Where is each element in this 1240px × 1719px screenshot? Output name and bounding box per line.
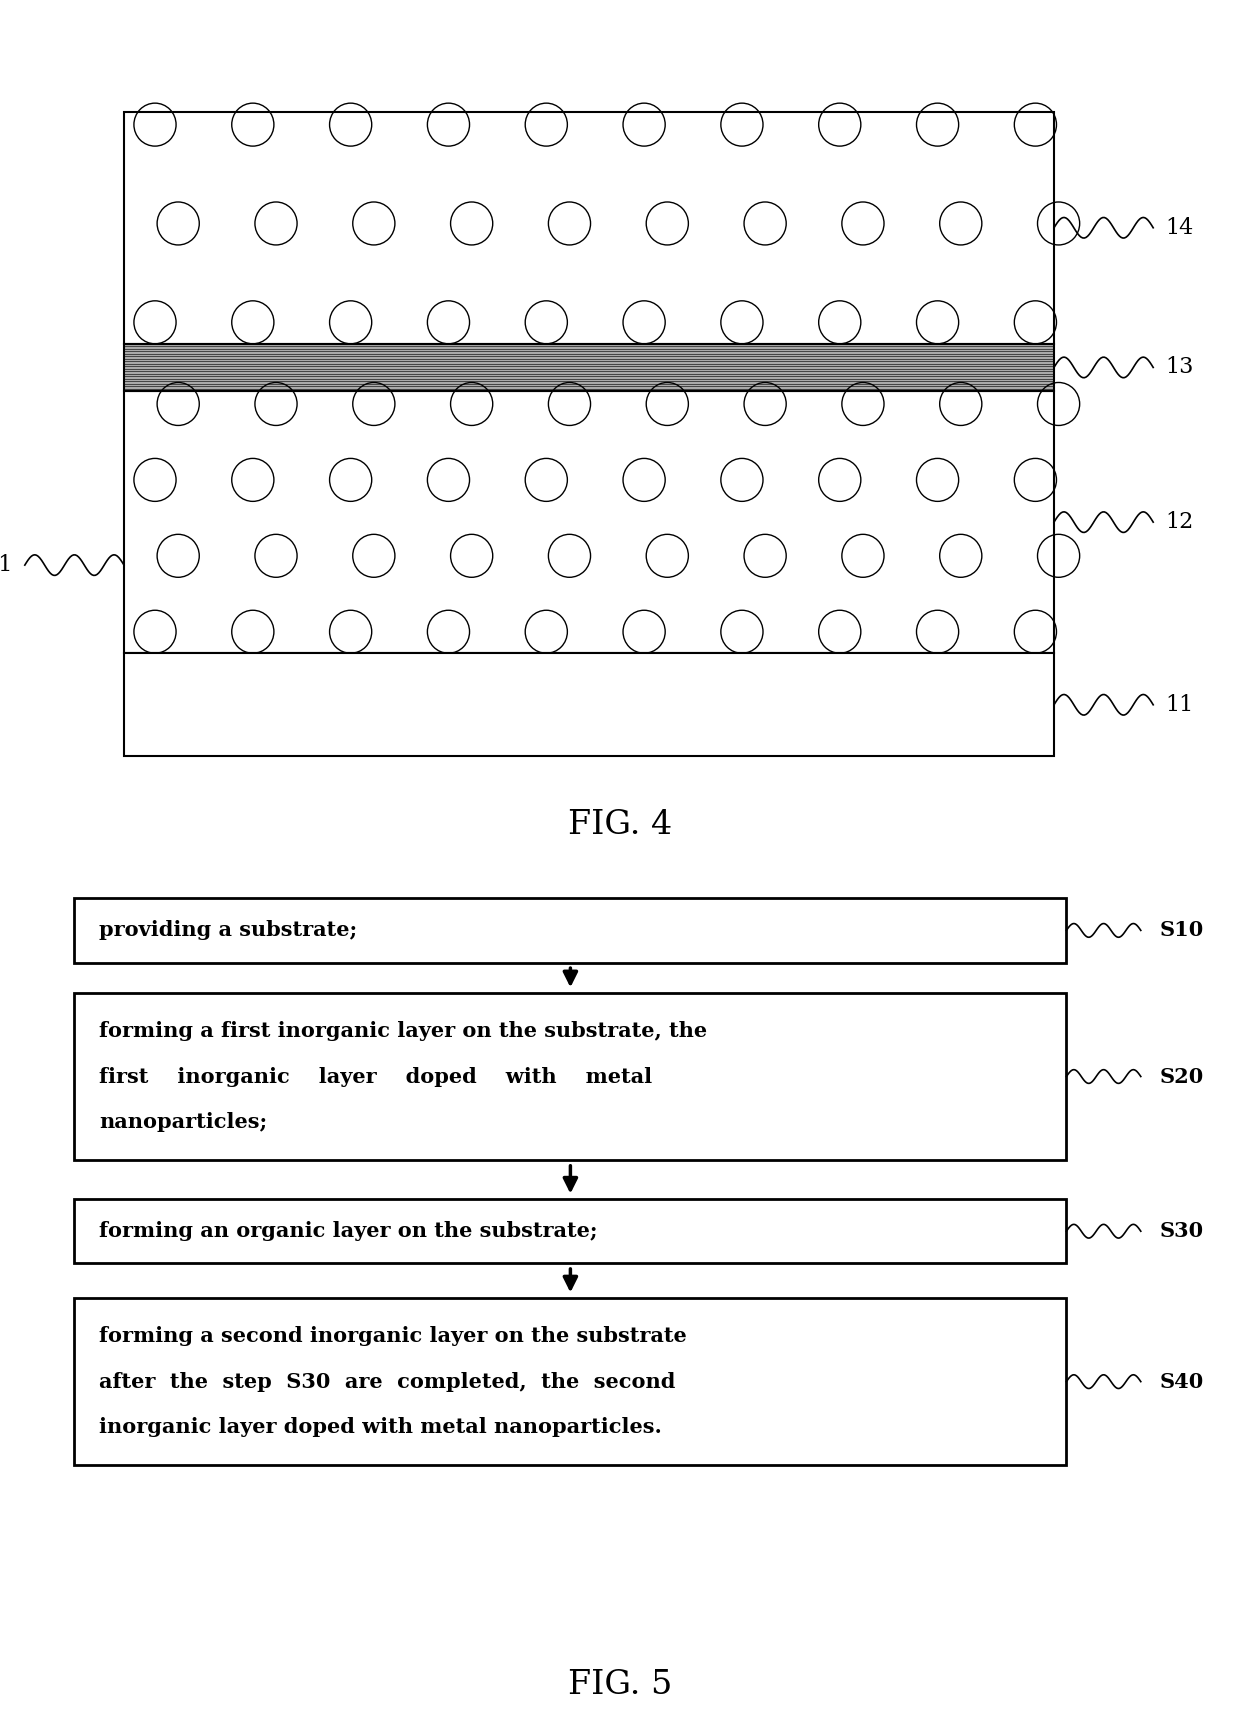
Text: S10: S10	[1159, 920, 1204, 940]
Bar	[74, 1298, 1066, 1465]
Text: 121: 121	[0, 554, 12, 576]
Text: 14: 14	[1166, 217, 1194, 239]
Bar	[74, 994, 1066, 1160]
Text: FIG. 4: FIG. 4	[568, 810, 672, 841]
Text: FIG. 5: FIG. 5	[568, 1669, 672, 1700]
Text: 11: 11	[1166, 694, 1194, 715]
Text: forming an organic layer on the substrate;: forming an organic layer on the substrat…	[99, 1220, 598, 1241]
Text: S40: S40	[1159, 1372, 1204, 1392]
Bar	[74, 1200, 1066, 1263]
Text: inorganic layer doped with metal nanoparticles.: inorganic layer doped with metal nanopar…	[99, 1416, 662, 1437]
Text: forming a first inorganic layer on the substrate, the: forming a first inorganic layer on the s…	[99, 1021, 707, 1042]
Text: nanoparticles;: nanoparticles;	[99, 1112, 268, 1133]
Bar	[124, 112, 1054, 344]
Bar	[74, 897, 1066, 963]
Text: 13: 13	[1166, 356, 1194, 378]
Bar	[124, 344, 1054, 390]
Text: after  the  step  S30  are  completed,  the  second: after the step S30 are completed, the se…	[99, 1372, 676, 1392]
Text: S20: S20	[1159, 1066, 1204, 1086]
Text: forming a second inorganic layer on the substrate: forming a second inorganic layer on the …	[99, 1325, 687, 1346]
Bar	[124, 344, 1054, 390]
Bar	[124, 390, 1054, 653]
Text: 12: 12	[1166, 511, 1194, 533]
Text: first    inorganic    layer    doped    with    metal: first inorganic layer doped with metal	[99, 1066, 652, 1086]
Bar	[124, 653, 1054, 756]
Text: S30: S30	[1159, 1220, 1204, 1241]
Text: providing a substrate;: providing a substrate;	[99, 920, 357, 940]
